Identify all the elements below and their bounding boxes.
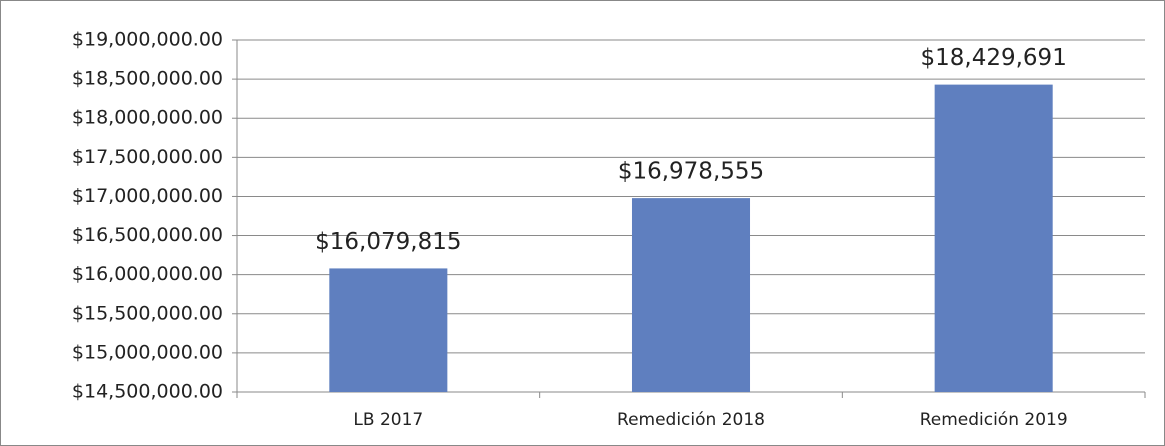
bar (631, 198, 751, 392)
y-tick-label: $14,500,000.00 (72, 381, 223, 403)
value-label: $18,429,691 (921, 45, 1067, 71)
y-tick-label: $15,000,000.00 (72, 341, 223, 363)
value-label: $16,978,555 (618, 159, 764, 185)
x-tick-label: LB 2017 (353, 410, 423, 430)
y-tick-label: $17,500,000.00 (72, 146, 223, 168)
bar (329, 268, 448, 392)
value-label: $16,079,815 (315, 229, 461, 255)
y-tick-label: $15,500,000.00 (72, 302, 223, 324)
y-tick-label: $16,000,000.00 (72, 263, 223, 285)
x-tick-label: Remedición 2018 (617, 410, 765, 430)
bar (934, 84, 1053, 392)
x-tick-label: Remedición 2019 (920, 410, 1068, 430)
y-tick-label: $16,500,000.00 (72, 224, 223, 246)
y-tick-label: $19,000,000.00 (72, 29, 223, 51)
y-tick-label: $17,000,000.00 (72, 185, 223, 207)
y-tick-label: $18,500,000.00 (72, 68, 223, 90)
y-tick-label: $18,000,000.00 (72, 107, 223, 129)
